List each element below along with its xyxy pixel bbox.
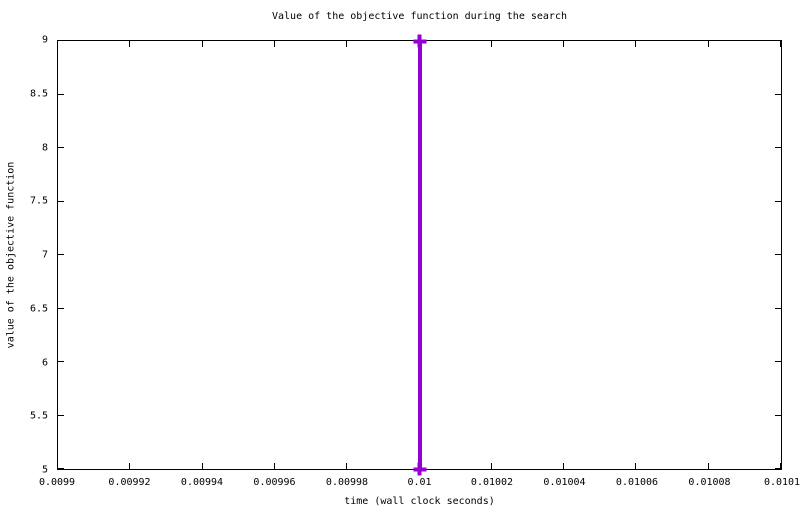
x-tick-mark: [129, 41, 131, 47]
x-tick-label: 0.01002: [470, 477, 514, 488]
x-tick-label: 0.01: [407, 477, 432, 488]
y-tick-mark: [775, 93, 781, 95]
objective-line: [417, 41, 422, 469]
x-tick-mark: [563, 41, 565, 47]
y-tick-mark: [775, 200, 781, 202]
y-tick-mark: [775, 147, 781, 148]
y-tick-mark: [775, 414, 781, 416]
x-tick-label: 0.0099: [38, 477, 76, 488]
x-tick-mark: [201, 463, 203, 469]
y-tick-label: 7: [41, 249, 48, 261]
y-tick-label: 5.5: [29, 410, 48, 422]
y-tick-label: 6: [41, 357, 48, 368]
y-tick-labels: 5 5.5 6 6.5 7 7.5 8 8.5 9: [0, 35, 48, 476]
x-tick-label: 0.00996: [253, 477, 296, 488]
y-tick-label: 6.5: [29, 303, 48, 315]
y-tick-mark: [775, 307, 781, 309]
x-tick-mark: [201, 41, 203, 47]
x-tick-mark: [129, 463, 131, 469]
y-tick-mark: [58, 254, 64, 255]
y-tick-mark: [58, 361, 64, 362]
x-tick-labels: 0.0099 0.00992 0.00994 0.00996 0.00998 0.01 0.…: [39, 477, 800, 489]
y-tick-mark: [58, 307, 64, 309]
x-tick-label: 0.01006: [615, 477, 659, 488]
y-tick-label: 5: [41, 464, 48, 476]
x-tick-mark: [707, 41, 709, 47]
x-tick-label: 0.01008: [688, 477, 731, 488]
y-tick-label: 7.5: [29, 195, 48, 207]
x-tick-label: 0.00998: [325, 477, 369, 488]
y-tick-label: 8: [41, 142, 48, 153]
data-point-marker: [413, 462, 426, 476]
y-tick-mark: [58, 468, 64, 469]
x-tick-mark: [635, 463, 637, 469]
y-tick-mark: [775, 361, 781, 362]
x-tick-mark: [346, 463, 348, 469]
y-tick-mark: [58, 200, 64, 202]
x-tick-label: 0.00992: [108, 477, 151, 488]
x-tick-mark: [273, 41, 275, 47]
plot-area: [57, 34, 782, 476]
y-tick-mark: [775, 40, 781, 41]
x-tick-mark: [780, 41, 781, 47]
y-tick-mark: [775, 254, 781, 255]
x-tick-label: 0.0101: [763, 477, 800, 488]
x-tick-label: 0.01004: [543, 477, 586, 488]
x-tick-label: 0.00994: [180, 477, 224, 488]
y-tick-label: 9: [41, 34, 48, 46]
x-tick-mark: [563, 463, 565, 469]
x-tick-mark: [490, 41, 492, 47]
chart-title: Value of the objective function during t…: [271, 11, 567, 22]
x-axis-title: time (wall clock seconds): [344, 496, 495, 507]
x-tick-mark: [57, 41, 58, 47]
x-tick-mark: [780, 463, 781, 469]
x-tick-mark: [346, 41, 348, 47]
x-tick-mark: [490, 463, 492, 469]
x-tick-mark: [707, 463, 709, 469]
x-tick-mark: [635, 41, 637, 47]
y-tick-mark: [58, 40, 64, 41]
data-point-marker: [413, 34, 426, 48]
y-tick-mark: [775, 468, 781, 469]
y-tick-mark: [58, 93, 64, 95]
y-tick-mark: [58, 147, 64, 148]
x-tick-mark: [273, 463, 275, 469]
x-tick-mark: [57, 463, 58, 469]
y-tick-mark: [58, 414, 64, 416]
y-tick-label: 8.5: [29, 88, 48, 100]
